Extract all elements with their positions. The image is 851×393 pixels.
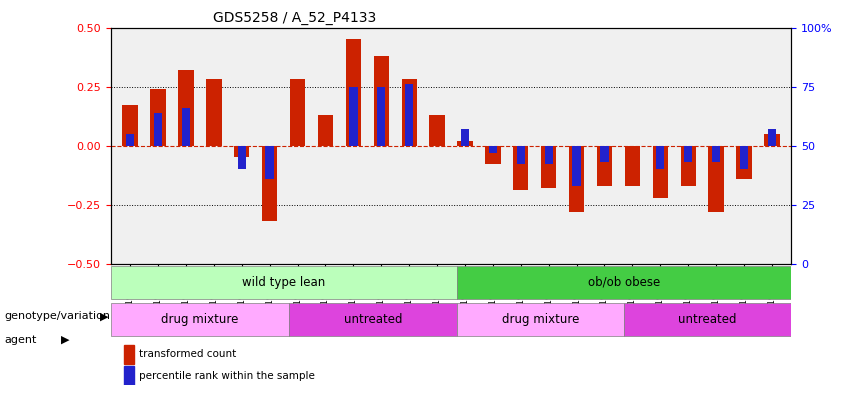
Bar xyxy=(684,145,693,162)
FancyBboxPatch shape xyxy=(111,266,457,299)
Bar xyxy=(653,145,668,198)
Bar xyxy=(126,134,134,145)
Bar xyxy=(656,145,665,169)
Bar xyxy=(712,145,720,162)
Bar xyxy=(460,129,469,145)
Text: genotype/variation: genotype/variation xyxy=(4,311,111,321)
Bar xyxy=(123,105,138,145)
Bar xyxy=(405,84,414,145)
Text: untreated: untreated xyxy=(678,313,737,326)
Bar xyxy=(237,145,246,169)
Bar xyxy=(206,79,221,145)
Bar xyxy=(513,145,528,191)
Bar xyxy=(124,345,134,364)
Bar xyxy=(488,145,497,152)
Bar xyxy=(154,112,163,145)
Text: untreated: untreated xyxy=(344,313,403,326)
Text: transformed count: transformed count xyxy=(140,349,237,360)
Text: GDS5258 / A_52_P4133: GDS5258 / A_52_P4133 xyxy=(213,11,376,25)
FancyBboxPatch shape xyxy=(289,303,457,336)
Bar xyxy=(262,145,277,221)
FancyBboxPatch shape xyxy=(457,303,624,336)
Bar xyxy=(541,145,557,188)
Bar xyxy=(597,145,612,186)
Bar xyxy=(573,145,580,186)
Bar xyxy=(179,70,194,145)
Text: percentile rank within the sample: percentile rank within the sample xyxy=(140,371,315,381)
Bar xyxy=(600,145,608,162)
Bar xyxy=(124,366,134,385)
Bar xyxy=(317,115,333,145)
Bar xyxy=(457,141,472,145)
Text: ob/ob obese: ob/ob obese xyxy=(588,276,660,289)
Bar xyxy=(349,86,357,145)
Bar xyxy=(402,79,417,145)
Bar xyxy=(625,145,640,186)
Bar xyxy=(517,145,525,165)
Bar xyxy=(485,145,500,165)
Bar xyxy=(234,145,249,158)
Bar xyxy=(182,108,190,145)
Bar xyxy=(374,56,389,145)
FancyBboxPatch shape xyxy=(624,303,791,336)
Text: agent: agent xyxy=(4,335,37,345)
Bar xyxy=(681,145,696,186)
Text: ▶: ▶ xyxy=(100,311,109,321)
Bar xyxy=(708,145,723,212)
Text: drug mixture: drug mixture xyxy=(501,313,579,326)
Bar xyxy=(151,89,166,145)
Bar xyxy=(736,145,751,179)
FancyBboxPatch shape xyxy=(111,303,289,336)
Bar xyxy=(768,129,776,145)
Bar xyxy=(569,145,585,212)
Bar xyxy=(740,145,748,169)
Bar xyxy=(430,115,445,145)
Text: wild type lean: wild type lean xyxy=(242,276,325,289)
Bar xyxy=(377,86,386,145)
Text: drug mixture: drug mixture xyxy=(161,313,238,326)
FancyBboxPatch shape xyxy=(457,266,791,299)
Text: ▶: ▶ xyxy=(61,335,70,345)
Bar xyxy=(290,79,306,145)
Bar xyxy=(545,145,553,165)
Bar xyxy=(346,39,361,145)
Bar xyxy=(266,145,274,179)
Bar xyxy=(764,134,780,145)
